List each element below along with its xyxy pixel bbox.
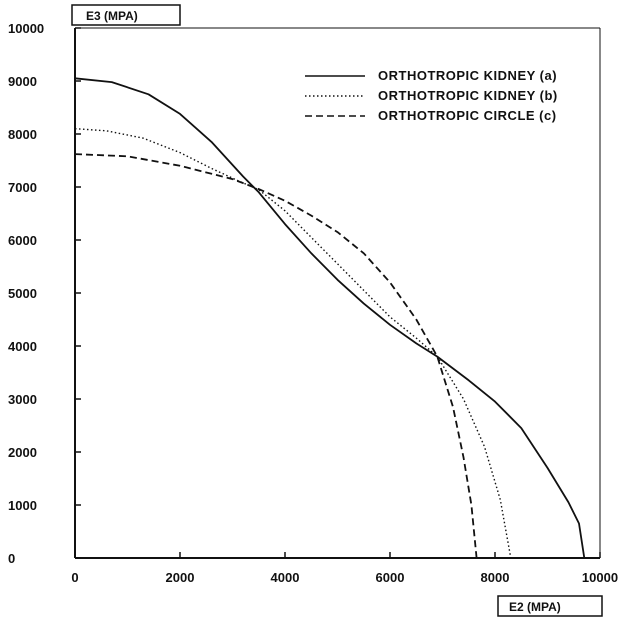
y-axis-title: E3 (MPA) bbox=[86, 9, 138, 23]
y-tick-label: 0 bbox=[8, 551, 15, 566]
y-tick-label: 3000 bbox=[8, 392, 37, 407]
y-axis-title-box: E3 (MPA) bbox=[71, 4, 181, 26]
y-tick-label: 8000 bbox=[8, 127, 37, 142]
y-axis-title-frame bbox=[71, 4, 181, 26]
x-tick-label: 4000 bbox=[271, 570, 300, 585]
series-line-circle-c bbox=[74, 153, 478, 559]
x-axis-title-frame bbox=[497, 595, 603, 617]
x-axis-title-box: E2 (MPA) bbox=[497, 595, 603, 617]
x-tick-label: 2000 bbox=[166, 570, 195, 585]
y-tick-label: 7000 bbox=[8, 180, 37, 195]
legend-label-a: ORTHOTROPIC KIDNEY (a) bbox=[378, 68, 557, 83]
series-line-kidney-b bbox=[74, 128, 512, 559]
x-tick-label: 6000 bbox=[376, 570, 405, 585]
legend-label-b: ORTHOTROPIC KIDNEY (b) bbox=[378, 88, 558, 103]
series-layer bbox=[74, 77, 586, 559]
y-ticks: 0 1000 2000 3000 4000 5000 6000 7000 8000 9000 100… bbox=[8, 21, 81, 566]
legend-label-c: ORTHOTROPIC CIRCLE (c) bbox=[378, 108, 557, 123]
y-tick-label: 2000 bbox=[8, 445, 37, 460]
y-tick-label: 9000 bbox=[8, 74, 37, 89]
y-tick-label: 10000 bbox=[8, 21, 44, 36]
y-tick-label: 4000 bbox=[8, 339, 37, 354]
y-tick-label: 1000 bbox=[8, 498, 37, 513]
x-tick-label: 0 bbox=[71, 570, 78, 585]
legend: ORTHOTROPIC KIDNEY (a) ORTHOTROPIC KIDNE… bbox=[305, 68, 558, 123]
series-line-kidney-a bbox=[74, 77, 586, 559]
x-axis-title: E2 (MPA) bbox=[509, 600, 561, 614]
x-tick-label: 10000 bbox=[582, 570, 618, 585]
x-ticks: 0 2000 4000 6000 8000 10000 bbox=[71, 552, 618, 585]
y-tick-label: 6000 bbox=[8, 233, 37, 248]
y-tick-label: 5000 bbox=[8, 286, 37, 301]
x-tick-label: 8000 bbox=[481, 570, 510, 585]
